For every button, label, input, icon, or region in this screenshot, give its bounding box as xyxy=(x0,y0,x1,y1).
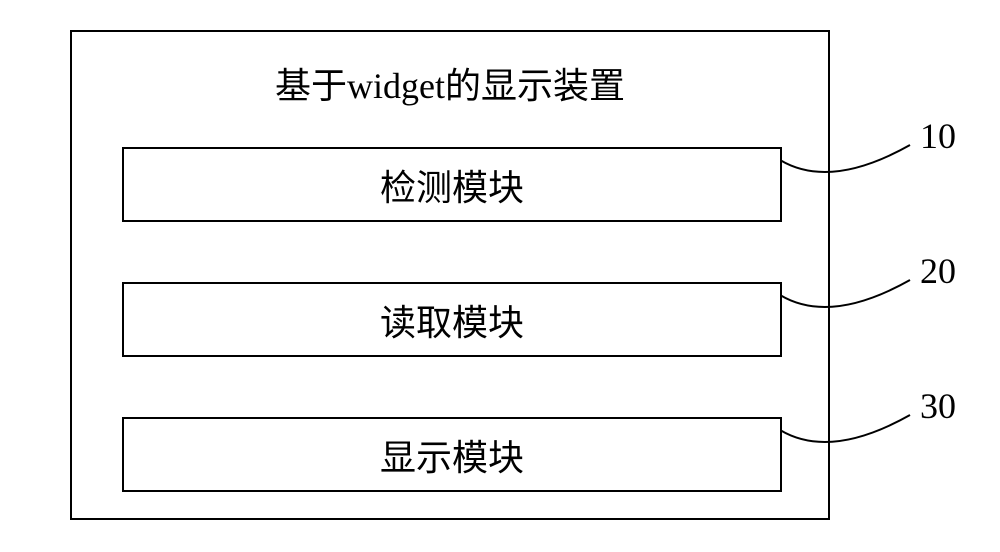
module-box-read: 读取模块 xyxy=(122,282,782,357)
module-label-display: 显示模块 xyxy=(380,429,524,481)
annotation-10: 10 xyxy=(920,115,956,157)
module-label-detection: 检测模块 xyxy=(380,159,524,211)
annotation-20: 20 xyxy=(920,250,956,292)
annotation-30: 30 xyxy=(920,385,956,427)
diagram-container: 基于widget的显示装置 检测模块 读取模块 显示模块 xyxy=(70,30,830,520)
module-box-detection: 检测模块 xyxy=(122,147,782,222)
diagram-title: 基于widget的显示装置 xyxy=(72,57,828,109)
module-label-read: 读取模块 xyxy=(380,294,524,346)
module-box-display: 显示模块 xyxy=(122,417,782,492)
